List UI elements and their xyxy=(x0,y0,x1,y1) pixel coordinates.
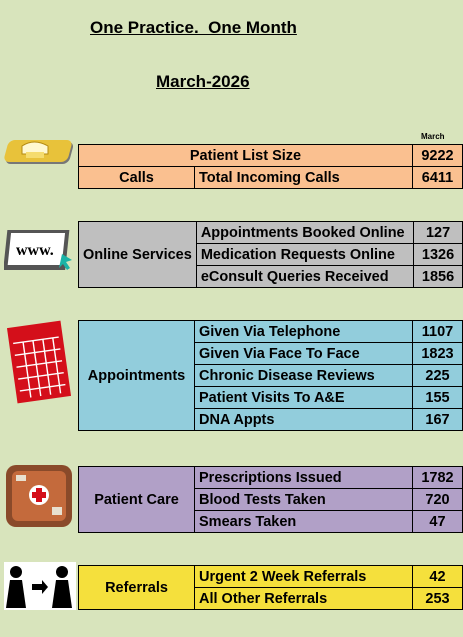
appointments-block: Appointments Given Via Telephone 1107 Given… xyxy=(78,320,463,431)
telephone-icon xyxy=(4,140,73,164)
care-row: Patient Care Prescriptions Issued 1782 xyxy=(78,466,463,533)
online-metric-name: Appointments Booked Online xyxy=(195,221,415,244)
care-metric-value: 1782 xyxy=(412,466,463,489)
calendar-icon xyxy=(6,320,72,404)
calls-metric: Total Incoming Calls xyxy=(194,166,413,189)
appointments-metric-value: 155 xyxy=(412,386,463,409)
referrals-row: Referrals Urgent 2 Week Referrals 42 xyxy=(78,565,463,610)
patient-care-block: Patient Care Prescriptions Issued 1782 Bloo… xyxy=(78,466,463,533)
appointments-metric-name: Given Via Telephone xyxy=(194,320,413,343)
www-icon: www. xyxy=(4,230,72,270)
appointments-metric-name: DNA Appts xyxy=(194,408,413,431)
page-title: One Practice. One Month xyxy=(90,18,297,37)
appointments-metric-value: 1823 xyxy=(412,342,463,365)
online-metric-value: 127 xyxy=(413,221,463,244)
referral-people-icon xyxy=(4,562,76,610)
list-size-block: Patient List Size 9222 Calls Total Incom… xyxy=(78,144,463,189)
patient-list-row: Patient List Size 9222 xyxy=(78,144,463,167)
care-row: Blood Tests Taken 720 xyxy=(79,488,463,511)
page-subtitle: March-2026 xyxy=(156,72,250,91)
online-category-label: Online Services xyxy=(78,221,197,288)
online-services-block: Online Services Appointments Booked Onlin… xyxy=(78,221,463,288)
referrals-metric-value: 42 xyxy=(412,565,463,588)
appointments-metric-value: 1107 xyxy=(412,320,463,343)
referrals-metric-value: 253 xyxy=(412,587,463,610)
referrals-metric-name: Urgent 2 Week Referrals xyxy=(194,565,413,588)
appointments-category-label: Appointments xyxy=(78,320,195,431)
online-row: eConsult Queries Received 1856 xyxy=(79,265,463,288)
care-metric-name: Prescriptions Issued xyxy=(194,466,413,489)
online-metric-name: Medication Requests Online xyxy=(195,243,415,266)
appointments-row: Appointments Given Via Telephone 1107 xyxy=(78,320,463,431)
care-metric-value: 47 xyxy=(412,510,463,533)
online-metric-value: 1326 xyxy=(413,243,463,266)
appointments-metric-value: 167 xyxy=(412,408,463,431)
care-metric-name: Smears Taken xyxy=(194,510,413,533)
calls-row: Calls Total Incoming Calls 6411 xyxy=(78,166,463,189)
appointments-row: Patient Visits To A&E 155 xyxy=(79,386,463,409)
appointments-metric-name: Given Via Face To Face xyxy=(194,342,413,365)
referrals-metric-name: All Other Referrals xyxy=(194,587,413,610)
month-column-label: March xyxy=(421,132,445,141)
appointments-metric-name: Chronic Disease Reviews xyxy=(194,364,413,387)
calls-value: 6411 xyxy=(412,166,463,189)
care-category-label: Patient Care xyxy=(78,466,195,533)
medical-kit-icon xyxy=(6,465,72,527)
care-metric-value: 720 xyxy=(412,488,463,511)
referrals-category-label: Referrals xyxy=(78,565,195,610)
appointments-row: DNA Appts 167 xyxy=(79,408,463,431)
appointments-row: Given Via Face To Face 1823 xyxy=(79,342,463,365)
referrals-row: All Other Referrals 253 xyxy=(79,587,463,610)
online-metric-name: eConsult Queries Received xyxy=(195,265,415,288)
patient-list-value: 9222 xyxy=(412,144,463,167)
referrals-block: Referrals Urgent 2 Week Referrals 42 All Ot… xyxy=(78,565,463,610)
appointments-metric-value: 225 xyxy=(412,364,463,387)
calls-label: Calls xyxy=(78,166,195,189)
appointments-metric-name: Patient Visits To A&E xyxy=(194,386,413,409)
patient-list-label: Patient List Size xyxy=(78,144,413,167)
care-row: Smears Taken 47 xyxy=(79,510,463,533)
online-row: Online Services Appointments Booked Onlin… xyxy=(78,221,463,288)
online-metric-value: 1856 xyxy=(413,265,463,288)
care-metric-name: Blood Tests Taken xyxy=(194,488,413,511)
online-row: Medication Requests Online 1326 xyxy=(79,243,463,266)
svg-text:www.: www. xyxy=(16,242,54,259)
